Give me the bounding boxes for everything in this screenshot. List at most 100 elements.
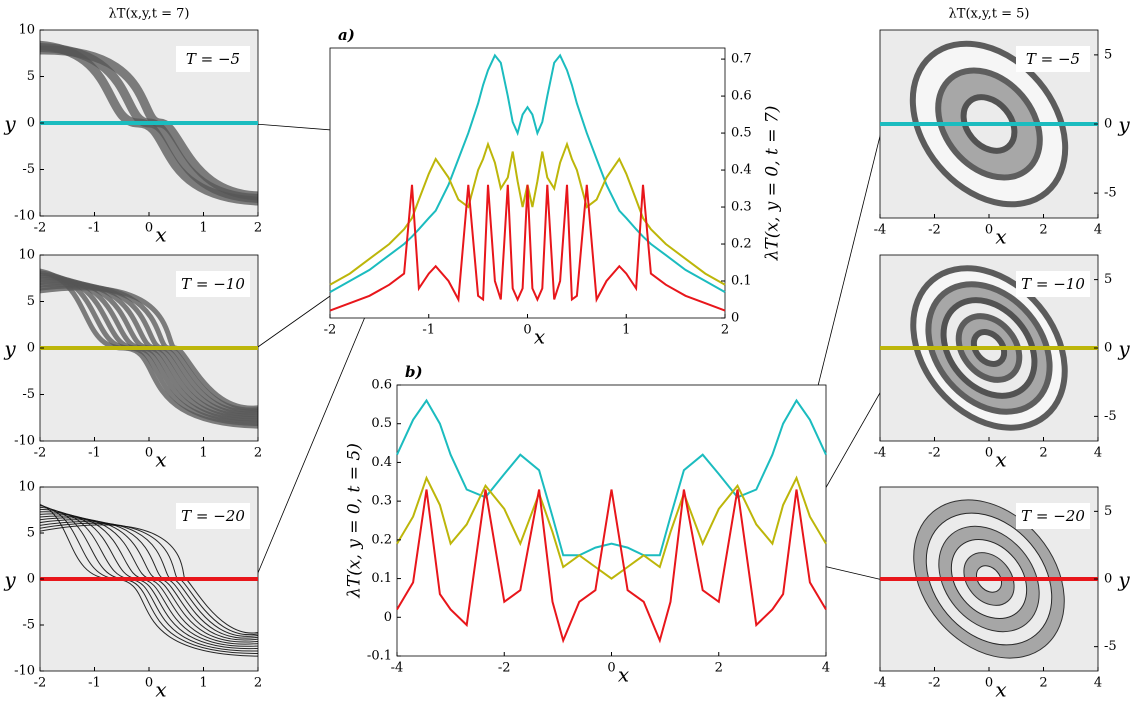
T-label: T = −10	[1021, 275, 1085, 293]
x-tick-label: 2	[1039, 676, 1047, 691]
y-tick-label: 0.5	[731, 126, 752, 141]
y-tick-label: -10	[14, 434, 35, 449]
x-tick-label: -1	[422, 323, 435, 338]
x-axis-label: x	[155, 448, 166, 472]
series-line	[396, 475, 827, 580]
x-tick-label: 2	[721, 323, 729, 338]
y-axis-label: y	[3, 337, 16, 361]
y-tick-label: -5	[22, 618, 35, 633]
x-tick-label: -4	[874, 223, 887, 238]
y-tick-label: 0.3	[371, 494, 392, 509]
y-tick-label: 5	[27, 526, 35, 541]
y-tick-label: 10	[18, 480, 35, 495]
x-tick-label: -2	[34, 221, 47, 236]
x-tick-label: -1	[88, 676, 101, 691]
x-axis-label: x	[534, 325, 545, 349]
x-tick-label: 4	[1094, 676, 1102, 691]
y-tick-label: -5	[1104, 409, 1117, 424]
x-tick-label: -4	[874, 446, 887, 461]
x-tick-label: 0	[145, 676, 153, 691]
x-tick-label: -2	[928, 446, 941, 461]
x-tick-label: -1	[88, 221, 101, 236]
x-tick-label: 1	[199, 446, 207, 461]
y-tick-label: 0.2	[371, 532, 392, 547]
x-axis-label: x	[995, 448, 1006, 472]
y-tick-label: -10	[14, 209, 35, 224]
T-label: T = −5	[1026, 50, 1080, 68]
x-tick-label: -4	[874, 676, 887, 691]
y-tick-label: 0	[27, 116, 35, 131]
T-label: T = −20	[1021, 507, 1085, 525]
y-tick-label: 0	[27, 572, 35, 587]
y-tick-label: 0.6	[731, 89, 752, 104]
y-axis-label: y	[1117, 337, 1130, 361]
T-label: T = −20	[181, 507, 245, 525]
x-tick-label: 2	[254, 221, 262, 236]
legend-box	[176, 46, 250, 72]
series-line	[396, 398, 827, 557]
x-tick-label: 2	[1039, 223, 1047, 238]
series-line	[396, 489, 827, 644]
x-tick-label: -2	[498, 661, 511, 676]
legend-box	[1016, 503, 1090, 529]
x-tick-label: 1	[622, 323, 630, 338]
y-tick-label: 0	[1104, 572, 1112, 587]
x-tick-label: 0	[523, 323, 531, 338]
x-tick-label: -2	[34, 676, 47, 691]
y-tick-label: 5	[1104, 272, 1112, 287]
x-tick-label: -2	[928, 223, 941, 238]
legend-box	[176, 271, 250, 297]
x-axis-label: x	[995, 678, 1006, 702]
y-tick-label: 0.6	[371, 378, 392, 393]
x-axis-label: x	[995, 225, 1006, 249]
legend-box	[1016, 46, 1090, 72]
x-axis-label: x	[618, 663, 629, 687]
x-tick-label: 0	[145, 446, 153, 461]
panel-title: λT(x,y,t = 5)	[949, 7, 1030, 22]
panel-title: λT(x,y,t = 7)	[109, 7, 190, 22]
y-axis-label: λT(x, y = 0, t = 5)	[345, 443, 365, 599]
y-tick-label: 0.2	[731, 237, 752, 252]
y-tick-label: 0	[1104, 341, 1112, 356]
x-tick-label: -2	[324, 323, 337, 338]
y-tick-label: 0.3	[731, 200, 752, 215]
x-tick-label: 1	[199, 676, 207, 691]
x-tick-label: 4	[1094, 446, 1102, 461]
x-tick-label: 2	[715, 661, 723, 676]
y-tick-label: -5	[22, 162, 35, 177]
x-tick-label: 0	[145, 221, 153, 236]
y-axis-label: y	[3, 112, 16, 136]
x-tick-label: 0	[985, 676, 993, 691]
y-tick-label: -0.1	[367, 649, 392, 664]
y-axis-label: y	[1117, 113, 1130, 137]
y-tick-label: 0	[384, 610, 392, 625]
y-axis-label: λT(x, y = 0, t = 7)	[763, 106, 783, 262]
y-tick-label: 5	[27, 69, 35, 84]
y-axis-label: y	[3, 568, 16, 592]
x-tick-label: 0	[985, 223, 993, 238]
x-tick-label: 4	[1094, 223, 1102, 238]
plot-frame	[329, 47, 726, 319]
x-tick-label: 0	[985, 446, 993, 461]
y-tick-label: 5	[1104, 47, 1112, 62]
T-label: T = −10	[181, 275, 245, 293]
series-line	[329, 53, 726, 293]
y-tick-label: 0.4	[371, 455, 392, 470]
y-tick-label: -10	[14, 664, 35, 679]
y-tick-label: 5	[27, 294, 35, 309]
y-tick-label: 0	[27, 341, 35, 356]
y-tick-label: 0.1	[731, 274, 752, 289]
x-axis-label: x	[155, 678, 166, 702]
plot-frame	[396, 384, 827, 657]
y-tick-label: 0.5	[371, 416, 392, 431]
y-axis-label: y	[1117, 568, 1130, 592]
y-tick-label: 0.4	[731, 163, 752, 178]
legend-box	[1016, 271, 1090, 297]
T-label: T = −5	[186, 50, 240, 68]
y-tick-label: 0	[1104, 117, 1112, 132]
y-tick-label: 0.7	[731, 52, 752, 67]
y-tick-label: -5	[1104, 186, 1117, 201]
x-axis-label: x	[155, 223, 166, 247]
x-tick-label: 2	[1039, 446, 1047, 461]
